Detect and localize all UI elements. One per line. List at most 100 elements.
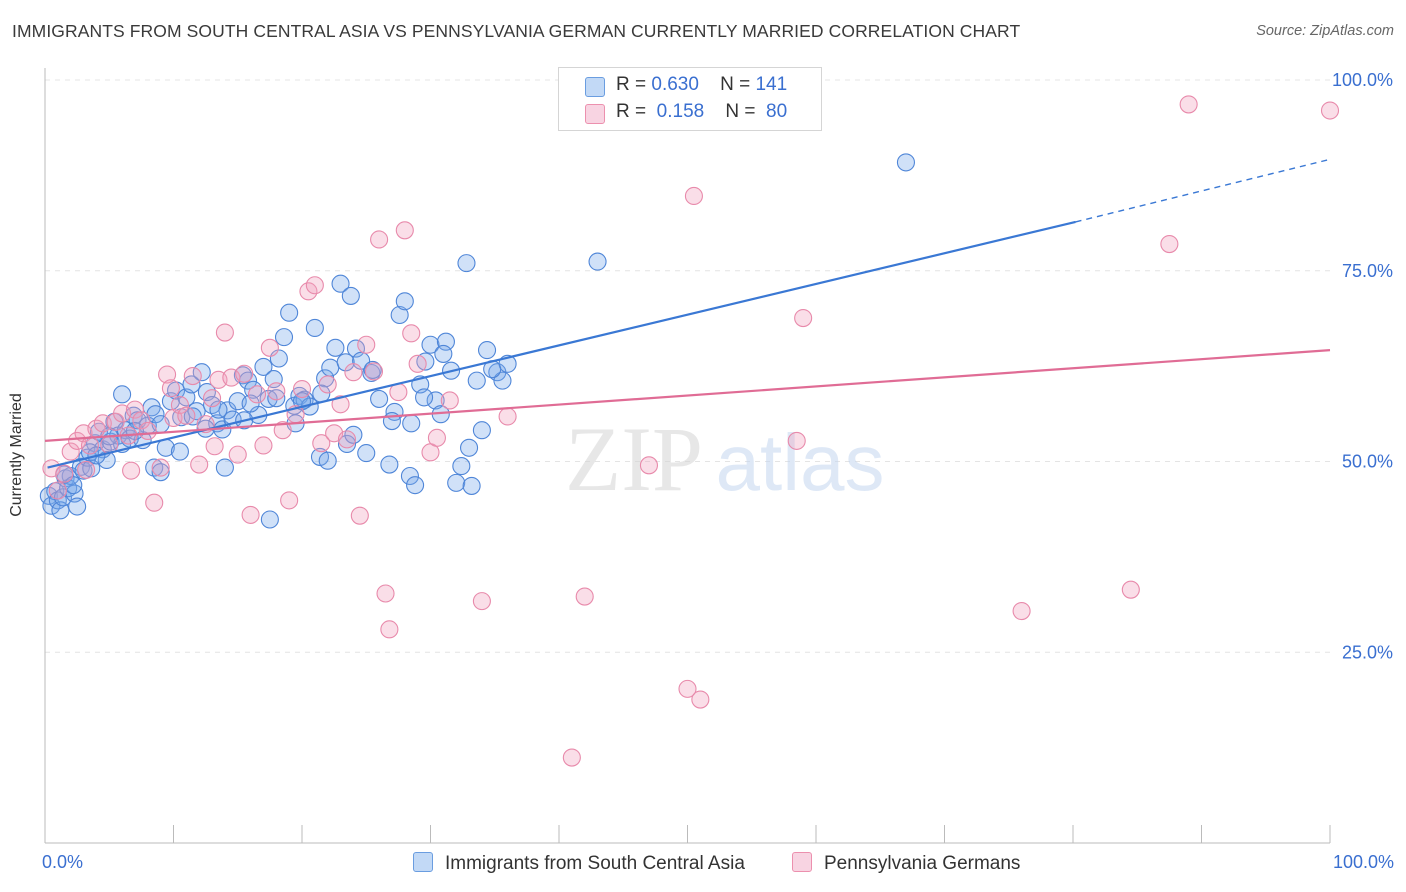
point-immigrants-18 xyxy=(97,450,116,470)
legend-row-pennsylvania: R = 0.158 N = 80 xyxy=(559,100,821,126)
point-immigrants-39 xyxy=(192,363,211,382)
point-pennsylvania-56 xyxy=(408,354,427,373)
point-immigrants-121 xyxy=(344,425,363,444)
point-pennsylvania-13 xyxy=(125,400,144,419)
watermark-zip: ZIP xyxy=(565,408,703,510)
point-pennsylvania-27 xyxy=(215,323,234,342)
point-immigrants-66 xyxy=(331,274,350,293)
point-pennsylvania-73 xyxy=(1179,95,1198,114)
point-immigrants-87 xyxy=(452,457,471,476)
point-immigrants-120 xyxy=(337,434,357,454)
point-immigrants-71 xyxy=(357,444,376,463)
legend-r-value-immigrants: 0.630 xyxy=(651,74,699,95)
point-immigrants-75 xyxy=(390,305,409,325)
point-pennsylvania-60 xyxy=(472,592,491,611)
series-legend: Immigrants from South Central Asia Penns… xyxy=(0,850,1406,880)
point-pennsylvania-3 xyxy=(61,442,80,461)
point-pennsylvania-25 xyxy=(203,389,222,408)
point-immigrants-115 xyxy=(267,389,286,408)
legend-item-immigrants[interactable]: Immigrants from South Central Asia xyxy=(413,852,745,875)
point-pennsylvania-1 xyxy=(48,481,67,500)
point-immigrants-89 xyxy=(462,476,481,495)
point-immigrants-86 xyxy=(447,473,466,492)
point-pennsylvania-54 xyxy=(395,221,414,240)
point-pennsylvania-48 xyxy=(350,506,369,525)
point-pennsylvania-59 xyxy=(440,391,459,410)
point-immigrants-65 xyxy=(326,338,345,357)
trend-line-pennsylvania xyxy=(44,349,1331,442)
point-pennsylvania-17 xyxy=(151,458,170,477)
legend-label-immigrants: Immigrants from South Central Asia xyxy=(445,853,745,874)
point-pennsylvania-14 xyxy=(132,411,151,430)
point-immigrants-127 xyxy=(434,344,453,363)
legend-r-value-pennsylvania: 0.158 xyxy=(656,101,705,122)
legend-row-immigrants: R = 0.630 N = 141 xyxy=(559,73,821,99)
point-pennsylvania-63 xyxy=(575,587,594,606)
legend-n-value-pennsylvania: 80 xyxy=(766,101,788,122)
point-pennsylvania-62 xyxy=(562,748,581,767)
point-pennsylvania-20 xyxy=(170,395,189,415)
point-immigrants-76 xyxy=(395,292,414,311)
point-pennsylvania-68 xyxy=(787,431,806,450)
point-immigrants-90 xyxy=(467,371,486,390)
point-immigrants-68 xyxy=(341,286,360,305)
point-pennsylvania-55 xyxy=(402,324,421,343)
point-immigrants-114 xyxy=(260,510,279,529)
point-immigrants-128 xyxy=(459,438,479,457)
point-pennsylvania-77 xyxy=(161,379,180,398)
point-pennsylvania-6 xyxy=(80,436,100,455)
legend-n-label: N = xyxy=(725,101,756,122)
point-immigrants-106 xyxy=(151,463,170,482)
legend-swatch-immigrants xyxy=(413,852,433,872)
point-pennsylvania-34 xyxy=(260,338,279,357)
point-immigrants-81 xyxy=(421,335,440,354)
point-immigrants-77 xyxy=(400,466,419,486)
point-pennsylvania-79 xyxy=(364,362,384,381)
point-pennsylvania-66 xyxy=(684,186,703,206)
point-pennsylvania-61 xyxy=(498,407,517,426)
point-pennsylvania-74 xyxy=(1320,101,1340,120)
legend-r-label: R = xyxy=(616,74,647,95)
point-pennsylvania-29 xyxy=(228,445,247,464)
point-immigrants-119 xyxy=(318,451,337,470)
point-pennsylvania-41 xyxy=(305,276,324,295)
point-pennsylvania-42 xyxy=(312,434,331,453)
legend-item-pennsylvania[interactable]: Pennsylvania Germans xyxy=(792,852,1020,875)
point-pennsylvania-70 xyxy=(1012,601,1031,621)
x-tick-label-min: 0.0% xyxy=(42,852,84,872)
y-tick-labels: 25.0% 50.0% 75.0% 100.0% xyxy=(1332,70,1393,662)
legend-swatch-pennsylvania xyxy=(792,852,812,872)
point-pennsylvania-69 xyxy=(794,309,813,328)
point-pennsylvania-35 xyxy=(267,382,286,401)
legend-swatch-immigrants xyxy=(585,77,605,97)
point-immigrants-125 xyxy=(402,414,421,433)
point-immigrants-91 xyxy=(472,421,491,440)
correlation-legend: R = 0.630 N = 141 R = 0.158 N = 80 xyxy=(558,67,822,131)
chart-title: IMMIGRANTS FROM SOUTH CENTRAL ASIA VS PE… xyxy=(12,21,1021,41)
point-pennsylvania-37 xyxy=(280,491,299,510)
axes xyxy=(44,68,1331,844)
point-immigrants-111 xyxy=(215,458,234,477)
source-label: Source: ZipAtlas.com xyxy=(1256,23,1394,39)
legend-n-value-immigrants: 141 xyxy=(755,74,788,95)
point-pennsylvania-75 xyxy=(77,460,96,479)
point-pennsylvania-47 xyxy=(344,363,363,382)
point-immigrants-73 xyxy=(380,455,399,474)
point-pennsylvania-32 xyxy=(247,385,267,404)
point-immigrants-110 xyxy=(209,400,228,419)
point-pennsylvania-64 xyxy=(639,456,659,475)
point-immigrants-10 xyxy=(68,497,87,516)
point-pennsylvania-30 xyxy=(235,364,254,383)
point-immigrants-113 xyxy=(241,394,260,413)
y-tick-label-75: 75.0% xyxy=(1342,261,1393,281)
data-points xyxy=(39,95,1340,767)
point-immigrants-82 xyxy=(426,391,445,410)
y-tick-label-25: 25.0% xyxy=(1342,642,1393,662)
point-immigrants-67 xyxy=(336,353,355,372)
point-pennsylvania-72 xyxy=(1160,234,1179,254)
point-pennsylvania-33 xyxy=(254,436,273,455)
point-pennsylvania-39 xyxy=(292,379,312,399)
point-immigrants-64 xyxy=(321,358,340,377)
point-pennsylvania-45 xyxy=(331,395,350,414)
